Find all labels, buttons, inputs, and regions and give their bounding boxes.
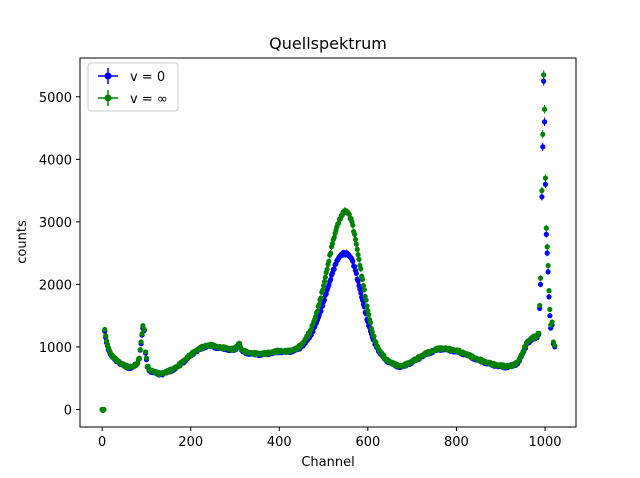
data-point: [326, 258, 332, 264]
data-point: [544, 250, 550, 256]
data-point: [355, 252, 361, 258]
data-point: [541, 78, 547, 84]
data-point: [139, 331, 145, 337]
data-point: [236, 340, 243, 346]
y-axis-label: counts: [15, 220, 30, 264]
data-point: [352, 236, 359, 242]
legend-label: v = ∞: [130, 92, 168, 107]
data-point: [351, 231, 358, 237]
data-point: [546, 294, 552, 300]
data-point: [542, 181, 549, 187]
data-point: [137, 346, 143, 353]
x-tick-label: 400: [267, 435, 292, 450]
data-point: [541, 106, 548, 112]
data-point: [103, 333, 109, 339]
data-point: [365, 308, 371, 314]
legend-marker-dot: [104, 94, 112, 102]
data-point: [543, 231, 549, 237]
data-point: [537, 281, 544, 288]
data-point: [543, 225, 549, 231]
data-point: [350, 222, 356, 228]
chart-title: Quellspektrum: [269, 34, 387, 53]
plot-frame: [79, 57, 577, 428]
data-point: [539, 194, 545, 200]
data-point: [537, 302, 543, 309]
y-tick-label: 3000: [39, 216, 72, 231]
data-point: [322, 274, 328, 280]
data-point: [536, 330, 542, 336]
data-point: [328, 277, 334, 283]
data-point: [363, 297, 369, 303]
legend-marker-dot: [104, 72, 112, 80]
data-point: [143, 355, 150, 361]
data-point: [544, 244, 550, 250]
data-point: [552, 343, 558, 349]
x-tick-label: 1000: [528, 435, 561, 450]
plot-marks: [99, 70, 558, 414]
data-point: [138, 339, 144, 345]
data-point: [328, 250, 334, 256]
data-point: [545, 263, 551, 269]
data-point: [321, 278, 328, 285]
data-point: [545, 269, 551, 275]
data-point: [361, 287, 367, 293]
data-point: [350, 258, 356, 264]
data-point: [324, 266, 330, 272]
data-point: [313, 314, 319, 320]
y-tick-label: 0: [64, 403, 72, 418]
data-point: [541, 119, 548, 125]
data-point: [537, 275, 544, 281]
data-point: [136, 355, 142, 361]
data-point: [541, 72, 547, 78]
data-point: [142, 349, 149, 355]
y-tick-label: 5000: [39, 91, 72, 106]
data-point: [542, 175, 549, 181]
data-point: [355, 278, 361, 284]
y-tick-label: 1000: [39, 341, 72, 356]
data-point: [134, 360, 141, 366]
legend: v = 0 v = ∞: [87, 62, 179, 112]
data-point: [367, 320, 374, 326]
data-point: [549, 319, 555, 325]
data-point: [371, 333, 377, 339]
data-point: [356, 256, 362, 262]
series-v-infinity: [99, 70, 558, 414]
legend-label: v = 0: [130, 70, 165, 85]
data-point: [540, 131, 546, 137]
data-point: [359, 276, 366, 282]
data-point: [101, 406, 107, 413]
data-point: [540, 144, 546, 150]
y-axis: 0 1000 2000 3000 4000 5000: [39, 91, 80, 418]
y-tick-label: 2000: [39, 278, 72, 293]
x-tick-label: 800: [444, 435, 469, 450]
x-axis: 0 200 400 600 800 1000: [98, 427, 562, 450]
x-tick-label: 0: [98, 435, 106, 450]
data-point: [316, 301, 322, 308]
data-point: [366, 312, 372, 318]
data-point: [539, 187, 545, 194]
data-point: [369, 329, 375, 335]
x-tick-label: 200: [178, 435, 203, 450]
data-point: [547, 306, 553, 313]
data-point: [331, 266, 337, 272]
data-point: [546, 288, 552, 294]
data-point: [521, 348, 527, 354]
data-point: [353, 241, 359, 247]
x-tick-label: 600: [355, 435, 380, 450]
data-point: [358, 290, 364, 296]
data-point: [364, 303, 370, 309]
data-point: [320, 287, 326, 293]
data-point: [318, 295, 324, 301]
data-point: [354, 246, 360, 252]
x-axis-label: Channel: [301, 455, 354, 470]
data-point: [547, 313, 553, 319]
y-tick-label: 4000: [39, 153, 72, 168]
data-point: [314, 308, 320, 314]
data-point: [141, 326, 147, 333]
data-point: [353, 270, 359, 276]
data-point: [358, 266, 364, 272]
data-point: [522, 344, 529, 350]
data-point: [102, 326, 108, 333]
